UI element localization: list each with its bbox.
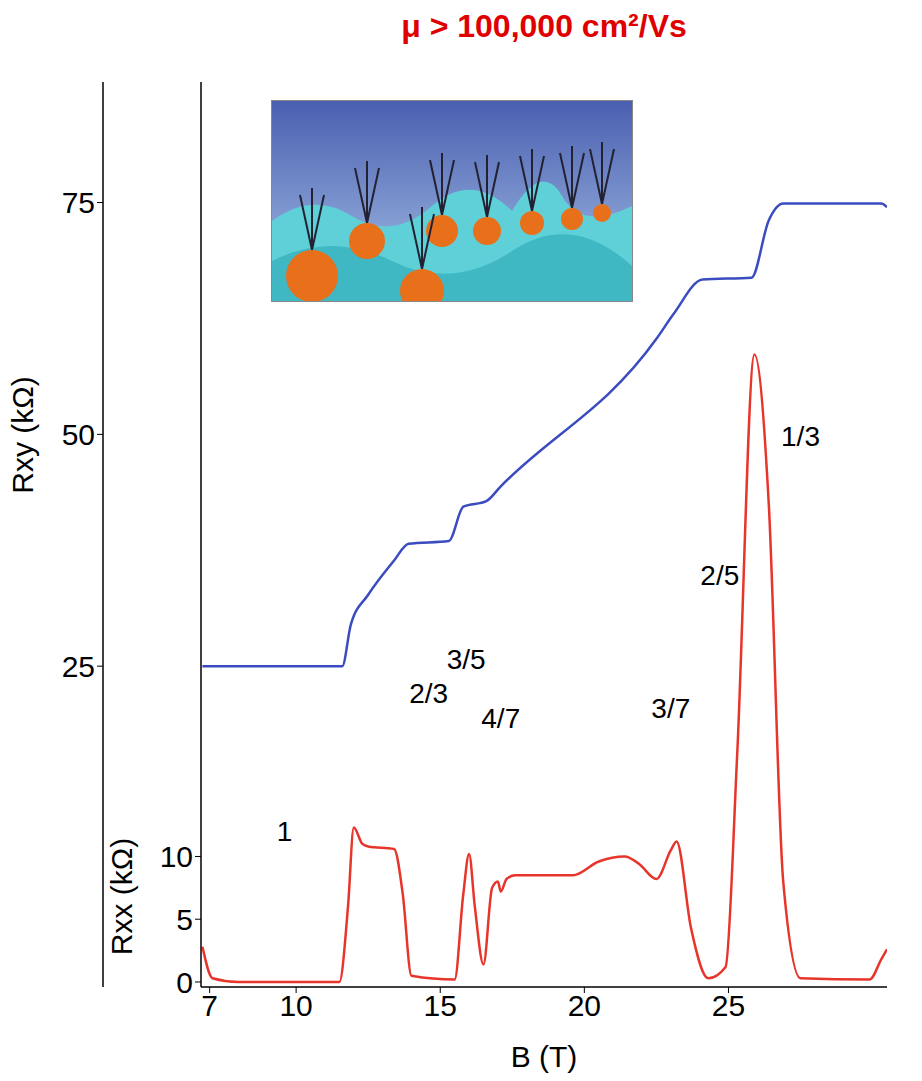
svg-text:Rxy (kΩ): Rxy (kΩ)	[7, 376, 40, 493]
svg-text:1/3: 1/3	[781, 421, 820, 452]
svg-text:25: 25	[712, 989, 745, 1022]
svg-text:5: 5	[176, 903, 193, 936]
svg-text:B (T): B (T)	[511, 1040, 578, 1073]
svg-text:10: 10	[279, 989, 312, 1022]
svg-text:10: 10	[160, 840, 193, 873]
svg-text:7: 7	[201, 989, 218, 1022]
svg-text:25: 25	[62, 650, 95, 683]
svg-text:50: 50	[62, 418, 95, 451]
svg-text:1: 1	[277, 816, 293, 847]
svg-text:3/5: 3/5	[447, 644, 486, 675]
svg-text:4/7: 4/7	[481, 703, 520, 734]
svg-text:0: 0	[176, 966, 193, 999]
svg-text:75: 75	[62, 186, 95, 219]
svg-text:3/7: 3/7	[651, 693, 690, 724]
svg-text:15: 15	[424, 989, 457, 1022]
svg-text:2/5: 2/5	[700, 560, 739, 591]
svg-text:20: 20	[568, 989, 601, 1022]
svg-text:Rxx (kΩ): Rxx (kΩ)	[105, 838, 138, 955]
svg-text:2/3: 2/3	[409, 678, 448, 709]
html-text:μ > 100,000 cm²/Vs: μ > 100,000 cm²/Vs	[401, 8, 687, 44]
